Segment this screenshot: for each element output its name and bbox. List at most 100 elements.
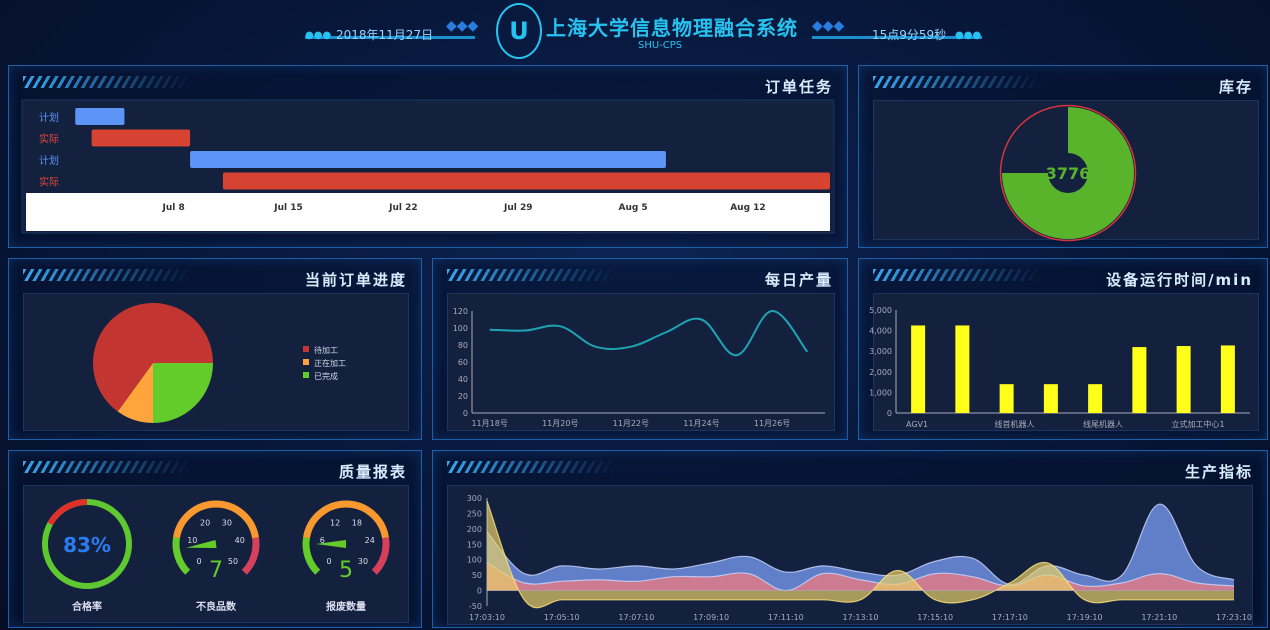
x-tick-label: 线尾机器人 [1083,419,1123,429]
y-tick-label: 250 [467,509,482,518]
page-title: 上海大学信息物理融合系统 [546,16,798,40]
bar [1088,384,1103,413]
bar [911,325,926,413]
x-tick-label: 11月22号 [613,419,649,428]
gauge-tick-label: 30 [222,519,232,528]
stripes-decoration [23,76,193,88]
gantt-bar [75,108,125,125]
gantt-tick-label: Jul 22 [388,203,418,213]
gauge-arc-low [302,537,321,575]
panel-title: 生产指标 [1184,463,1253,481]
y-tick-label: 20 [458,392,468,401]
y-tick-label: 5,000 [869,306,892,315]
y-tick-label: 0 [477,587,482,596]
gantt-row-label: 实际 [39,176,59,189]
y-tick-label: 2,000 [869,368,892,377]
gantt-time-axis [26,193,830,231]
panel-title: 当前订单进度 [304,271,407,289]
stripes-decoration [447,269,617,281]
gauge-needle [316,540,346,548]
y-tick-label: 150 [467,540,482,549]
header-left-bar [305,36,475,39]
x-tick-label: 17:07:10 [618,613,654,622]
inventory-value: 3776 [1046,164,1091,183]
pass-rate-fail-arc [47,499,88,526]
y-tick-label: 200 [467,525,482,534]
gantt-tick-label: Jul 8 [162,203,185,213]
gauge-tick-label: 20 [200,519,210,528]
legend-swatch [303,372,309,378]
y-tick-label: 40 [458,375,468,384]
bar [999,384,1014,413]
bar [1220,345,1235,413]
gauge-tick-label: 40 [235,536,245,545]
dots-icon: ●●● [955,30,982,41]
gauge-arc-mid [303,500,389,539]
panel-title: 每日产量 [764,271,833,289]
panel-title: 设备运行时间/min [1106,271,1253,289]
pass-rate-value: 83% [63,533,111,557]
legend-swatch [303,346,309,352]
gauge-value: 7 [209,558,223,583]
y-tick-label: -50 [469,602,482,611]
pie-slice [92,303,213,412]
gauge-tick-label: 30 [358,557,368,566]
y-tick-label: 0 [887,409,892,418]
dots-icon: ●●● [305,30,332,41]
gantt-tick-label: Jul 29 [503,203,533,213]
panel-inventory: 库存 [858,65,1268,248]
panel-quality-report: 质量报表 [8,450,422,628]
gantt-bar [91,129,191,147]
header-date: 2018年11月27日 [336,28,434,42]
bar [1176,346,1191,413]
x-tick-label: 17:21:10 [1141,613,1177,622]
line-series [489,309,809,357]
area-series-line [486,503,1235,586]
x-tick-label: 线首机器人 [995,419,1035,429]
bar [1043,384,1058,413]
legend-label: 正在加工 [314,358,346,368]
y-tick-label: 0 [463,409,468,418]
y-tick-label: 300 [467,494,482,503]
x-tick-label: AGV1 [906,420,928,429]
gantt-tick-label: Aug 12 [730,203,765,213]
gauge-tick-label: 0 [196,557,201,566]
x-tick-label: 11月24号 [683,419,719,428]
x-tick-label: 17:11:10 [768,613,804,622]
line-chart-area [447,293,835,431]
legend-label: 已完成 [314,371,338,381]
x-tick-label: 17:05:10 [544,613,580,622]
cubes-icon: ◆◆◆ [446,18,479,34]
area-series-fill [487,501,1234,608]
x-tick-label: 11月20号 [542,419,578,428]
area-series-fill [487,504,1234,591]
gauge-area [23,485,409,623]
gauge-tick-label: 24 [365,536,375,545]
x-tick-label: 11月26号 [754,419,790,428]
stripes-decoration [447,461,617,473]
bar [955,325,970,413]
gauge-arc-high [241,537,260,575]
gauge-tick-label: 12 [330,519,340,528]
stripes-decoration [873,76,1043,88]
panel-order-progress: 当前订单进度 [8,258,422,440]
gantt-row-label: 计划 [39,111,59,124]
x-tick-label: 17:13:10 [843,613,879,622]
header-right-bar [812,36,982,39]
area-series-line [486,562,1235,592]
gauge-arc-low [172,537,191,575]
panel-title: 质量报表 [338,463,407,481]
gauge-tick-label: 0 [326,557,331,566]
gauge-label: 不良品数 [196,600,237,613]
x-tick-label: 17:09:10 [693,613,729,622]
inventory-donut-segment [1002,107,1134,239]
x-tick-label: 11月18号 [471,419,507,428]
y-tick-label: 100 [453,324,468,333]
gauge-value: 5 [339,558,353,583]
x-tick-label: 17:17:10 [992,613,1028,622]
stripes-decoration [23,269,193,281]
y-tick-label: 3,000 [869,347,892,356]
university-logo: U [496,3,542,59]
gantt-row-label: 计划 [39,154,59,167]
y-tick-label: 120 [453,307,468,316]
